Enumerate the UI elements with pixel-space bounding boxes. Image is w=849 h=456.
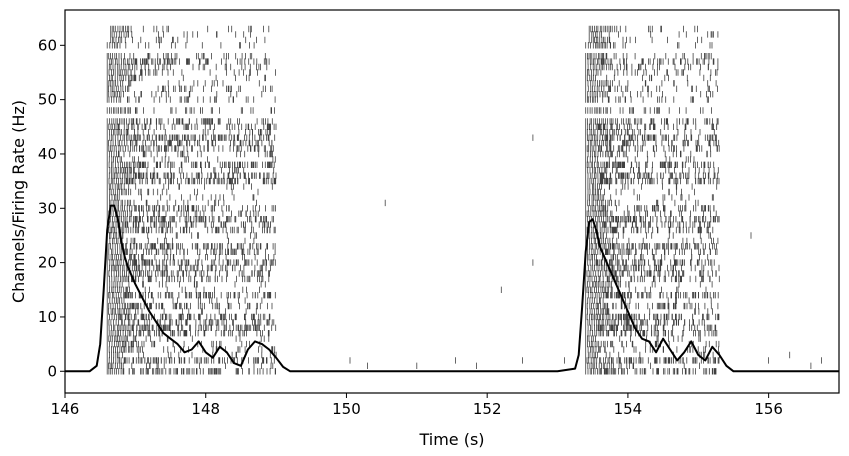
x-tick-label: 154 [614,400,643,418]
spike-ticks [106,25,822,375]
y-tick-label: 20 [38,254,57,272]
x-tick-label: 148 [191,400,220,418]
y-tick-label: 50 [38,91,57,109]
x-tick-label: 150 [332,400,361,418]
spike-raster [106,25,822,375]
y-tick-label: 0 [47,362,57,380]
x-axis-label: Time (s) [418,430,484,449]
x-tick-label: 152 [473,400,502,418]
firing-rate-line [65,204,839,373]
firing-rate-layer [65,204,839,373]
y-tick-label: 10 [38,308,57,326]
y-axis-label: Channels/Firing Rate (Hz) [9,100,28,303]
y-tick-label: 40 [38,145,57,163]
axes: 146 148 150 152 154 156 0 10 20 30 40 50 60 [38,9,840,418]
x-tick-label: 146 [51,400,80,418]
y-tick-label: 60 [38,36,57,54]
y-tick-label: 30 [38,199,57,217]
x-tick-label: 156 [754,400,783,418]
plot-frame [64,9,840,394]
